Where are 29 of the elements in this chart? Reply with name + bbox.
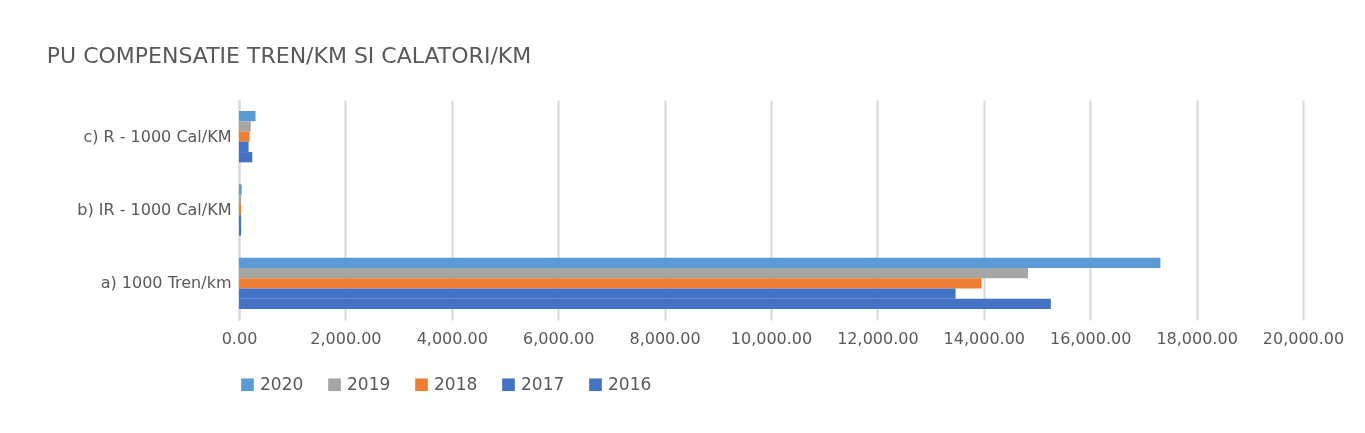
bar bbox=[239, 267, 1028, 279]
x-tick-label: 14,000.00 bbox=[943, 328, 1026, 348]
x-tick-label: 4,000.00 bbox=[416, 328, 488, 348]
y-tick-label: c) R - 1000 Cal/KM bbox=[83, 126, 232, 146]
chart-title: PU COMPENSATIE TREN/KM SI CALATORI/KM bbox=[46, 43, 532, 68]
bar bbox=[239, 204, 242, 216]
x-tick-label: 18,000.00 bbox=[1156, 328, 1238, 348]
bar bbox=[239, 121, 251, 132]
legend-label: 2018 bbox=[434, 373, 478, 394]
x-tick-label: 2,000.00 bbox=[310, 328, 382, 348]
legend-label: 2017 bbox=[521, 373, 565, 394]
legend-label: 2020 bbox=[260, 373, 304, 394]
x-tick-label: 8,000.00 bbox=[629, 328, 701, 348]
legend-label: 2019 bbox=[347, 373, 391, 394]
bar bbox=[239, 184, 242, 195]
bar bbox=[239, 278, 982, 289]
x-tick-label: 0.00 bbox=[221, 328, 258, 348]
bar bbox=[239, 111, 256, 122]
x-tick-label: 6,000.00 bbox=[523, 328, 595, 348]
x-tick-label: 20,000.00 bbox=[1262, 328, 1345, 348]
x-tick-label: 16,000.00 bbox=[1049, 328, 1132, 348]
bar bbox=[239, 257, 1161, 268]
x-tick-label: 10,000.00 bbox=[730, 328, 813, 348]
bar bbox=[239, 194, 242, 205]
y-tick-label: a) 1000 Tren/km bbox=[100, 273, 232, 293]
x-tick-label: 12,000.00 bbox=[837, 328, 919, 348]
legend-label: 2016 bbox=[608, 373, 652, 394]
bar bbox=[239, 131, 250, 142]
y-tick-label: b) IR - 1000 Cal/KM bbox=[77, 200, 232, 219]
